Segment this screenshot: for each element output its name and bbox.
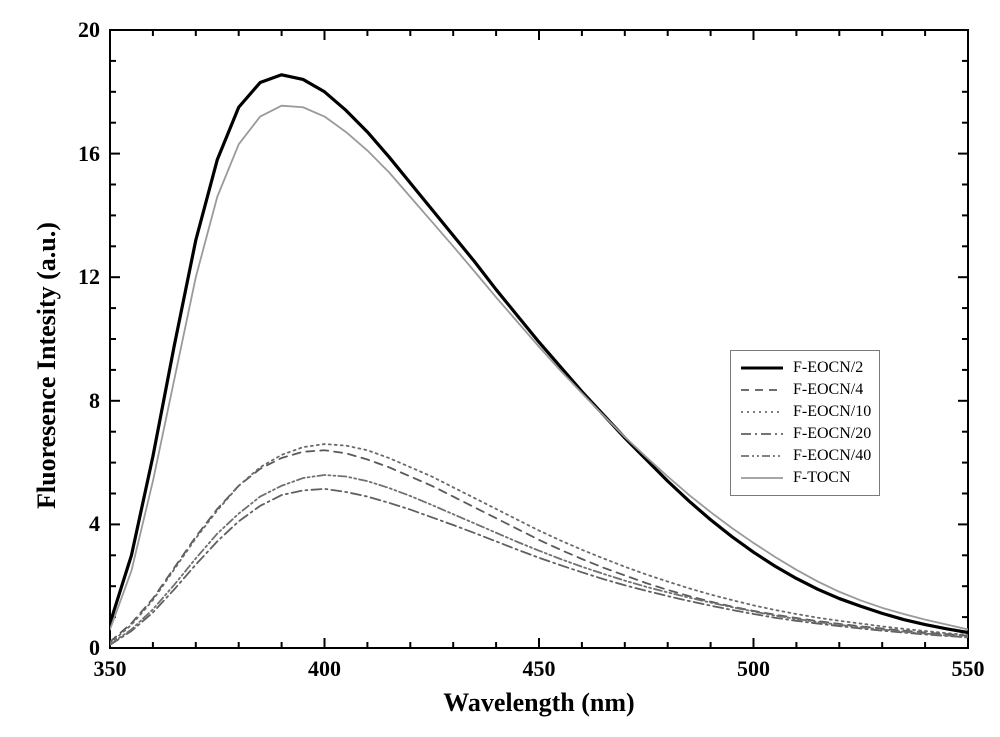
legend-label: F-EOCN/2 (793, 359, 863, 377)
legend-label: F-EOCN/40 (793, 447, 871, 465)
legend-item: F-EOCN/2 (739, 357, 871, 379)
legend-item: F-EOCN/10 (739, 401, 871, 423)
y-tick-label: 16 (78, 141, 100, 167)
legend: F-EOCN/2 F-EOCN/4 F-EOCN/10 F-EOCN/20 F-EOCN… (730, 350, 880, 496)
legend-swatch (739, 379, 785, 401)
y-tick-label: 12 (78, 264, 100, 290)
legend-swatch (739, 423, 785, 445)
legend-item: F-EOCN/40 (739, 445, 871, 467)
legend-swatch (739, 357, 785, 379)
x-tick-label: 550 (948, 656, 988, 682)
legend-label: F-EOCN/20 (793, 425, 871, 443)
legend-item: F-EOCN/4 (739, 379, 871, 401)
y-axis-title: Fluoresence Intesity (a.u.) (32, 222, 62, 509)
x-tick-label: 450 (519, 656, 559, 682)
legend-swatch (739, 445, 785, 467)
y-tick-label: 8 (89, 388, 100, 414)
x-tick-label: 500 (734, 656, 774, 682)
x-axis-title: Wavelength (nm) (443, 688, 634, 718)
chart-container: { "canvas": { "width": 1000, "height": 7… (0, 0, 1000, 737)
legend-label: F-EOCN/4 (793, 381, 863, 399)
x-tick-label: 400 (305, 656, 345, 682)
legend-swatch (739, 401, 785, 423)
legend-swatch (739, 467, 785, 489)
y-tick-label: 0 (89, 635, 100, 661)
legend-item: F-TOCN (739, 467, 871, 489)
legend-label: F-EOCN/10 (793, 403, 871, 421)
legend-label: F-TOCN (793, 469, 851, 487)
legend-item: F-EOCN/20 (739, 423, 871, 445)
y-tick-label: 20 (78, 17, 100, 43)
y-tick-label: 4 (89, 511, 100, 537)
